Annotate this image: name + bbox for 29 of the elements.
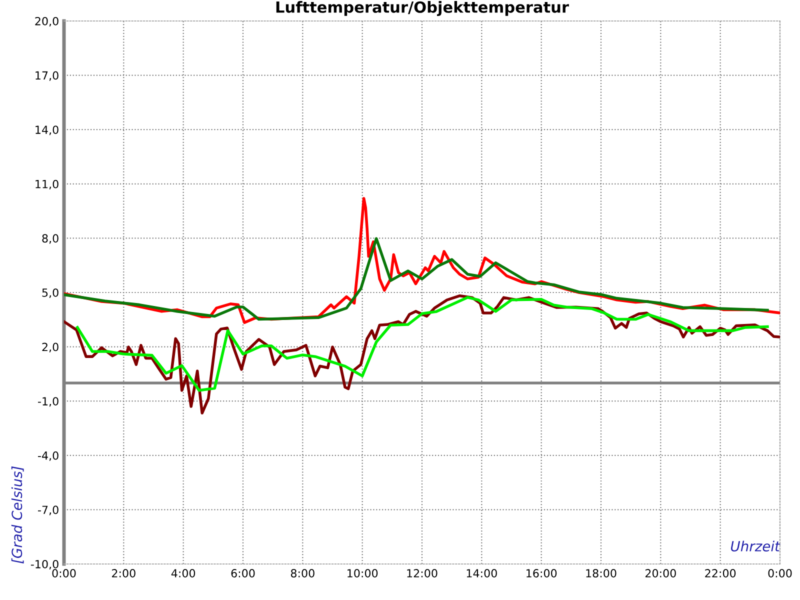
y-tick-label: 17,0 <box>36 71 58 81</box>
x-tick-label: 0:00 <box>52 569 76 578</box>
y-tick-label: -1,0 <box>38 397 58 407</box>
y-tick-label: 5,0 <box>42 288 58 298</box>
x-tick-label: 16:00 <box>526 569 557 578</box>
y-tick-label: 11,0 <box>36 180 58 190</box>
x-tick-label: 18:00 <box>586 569 616 578</box>
y-tick-label: 14,0 <box>36 126 58 136</box>
line-series <box>76 296 769 392</box>
y-axis-title: [Grad Celsius] <box>11 466 24 564</box>
y-tick-label: 20,0 <box>35 16 58 27</box>
y-tick-label: -4,0 <box>38 451 58 461</box>
x-tick-label: 22:00 <box>705 569 736 578</box>
x-tick-label: 10:00 <box>348 569 378 578</box>
chart-title: Lufttemperatur/Objekttemperatur <box>276 1 569 16</box>
y-tick-label: -7,0 <box>38 506 58 516</box>
x-tick-label: 8:00 <box>290 569 314 578</box>
x-tick-label: 0:00 <box>768 569 792 578</box>
x-axis-title: Uhrzeit <box>730 540 780 552</box>
x-tick-label: 2:00 <box>112 569 136 578</box>
line-series <box>64 237 769 321</box>
x-tick-label: 6:00 <box>231 569 255 578</box>
x-tick-label: 14:00 <box>466 569 497 578</box>
y-tick-label: 8,0 <box>42 234 58 244</box>
y-tick-label: -10,0 <box>30 560 58 570</box>
x-tick-label: 4:00 <box>171 569 196 578</box>
y-tick-label: 2,0 <box>42 342 58 352</box>
x-tick-label: 20:00 <box>645 569 676 578</box>
x-tick-label: 12:00 <box>407 569 438 578</box>
